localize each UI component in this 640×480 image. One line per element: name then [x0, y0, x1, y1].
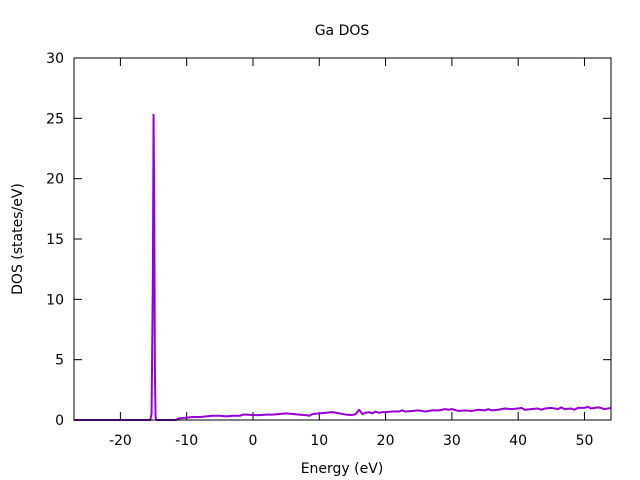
- x-tick-label: 50: [576, 433, 594, 449]
- dos-series-line: [74, 113, 612, 421]
- x-tick-label: 10: [310, 433, 328, 449]
- y-tick-label: 10: [46, 292, 64, 308]
- y-tick-label: 20: [46, 172, 64, 188]
- x-tick-label: 0: [249, 433, 258, 449]
- y-tick-label: 5: [55, 353, 64, 369]
- y-tick-label: 30: [46, 51, 64, 67]
- y-tick-label: 15: [46, 232, 64, 248]
- tick-labels: -20 -10 0 10 20 30 40 50 0 5 10 15 20 25 30: [46, 51, 593, 449]
- chart-title: Ga DOS: [315, 23, 370, 39]
- y-axis-label: DOS (states/eV): [10, 183, 26, 295]
- x-tick-label: 30: [443, 433, 461, 449]
- x-tick-label: -20: [109, 433, 132, 449]
- x-tick-label: 20: [377, 433, 395, 449]
- series-group: [74, 113, 612, 421]
- plot-frame: [73, 57, 612, 421]
- y-tick-label: 0: [55, 413, 64, 429]
- x-axis-label: Energy (eV): [301, 461, 384, 477]
- x-tick-label: 40: [509, 433, 527, 449]
- y-tick-label: 25: [46, 111, 64, 127]
- x-tick-label: -10: [175, 433, 198, 449]
